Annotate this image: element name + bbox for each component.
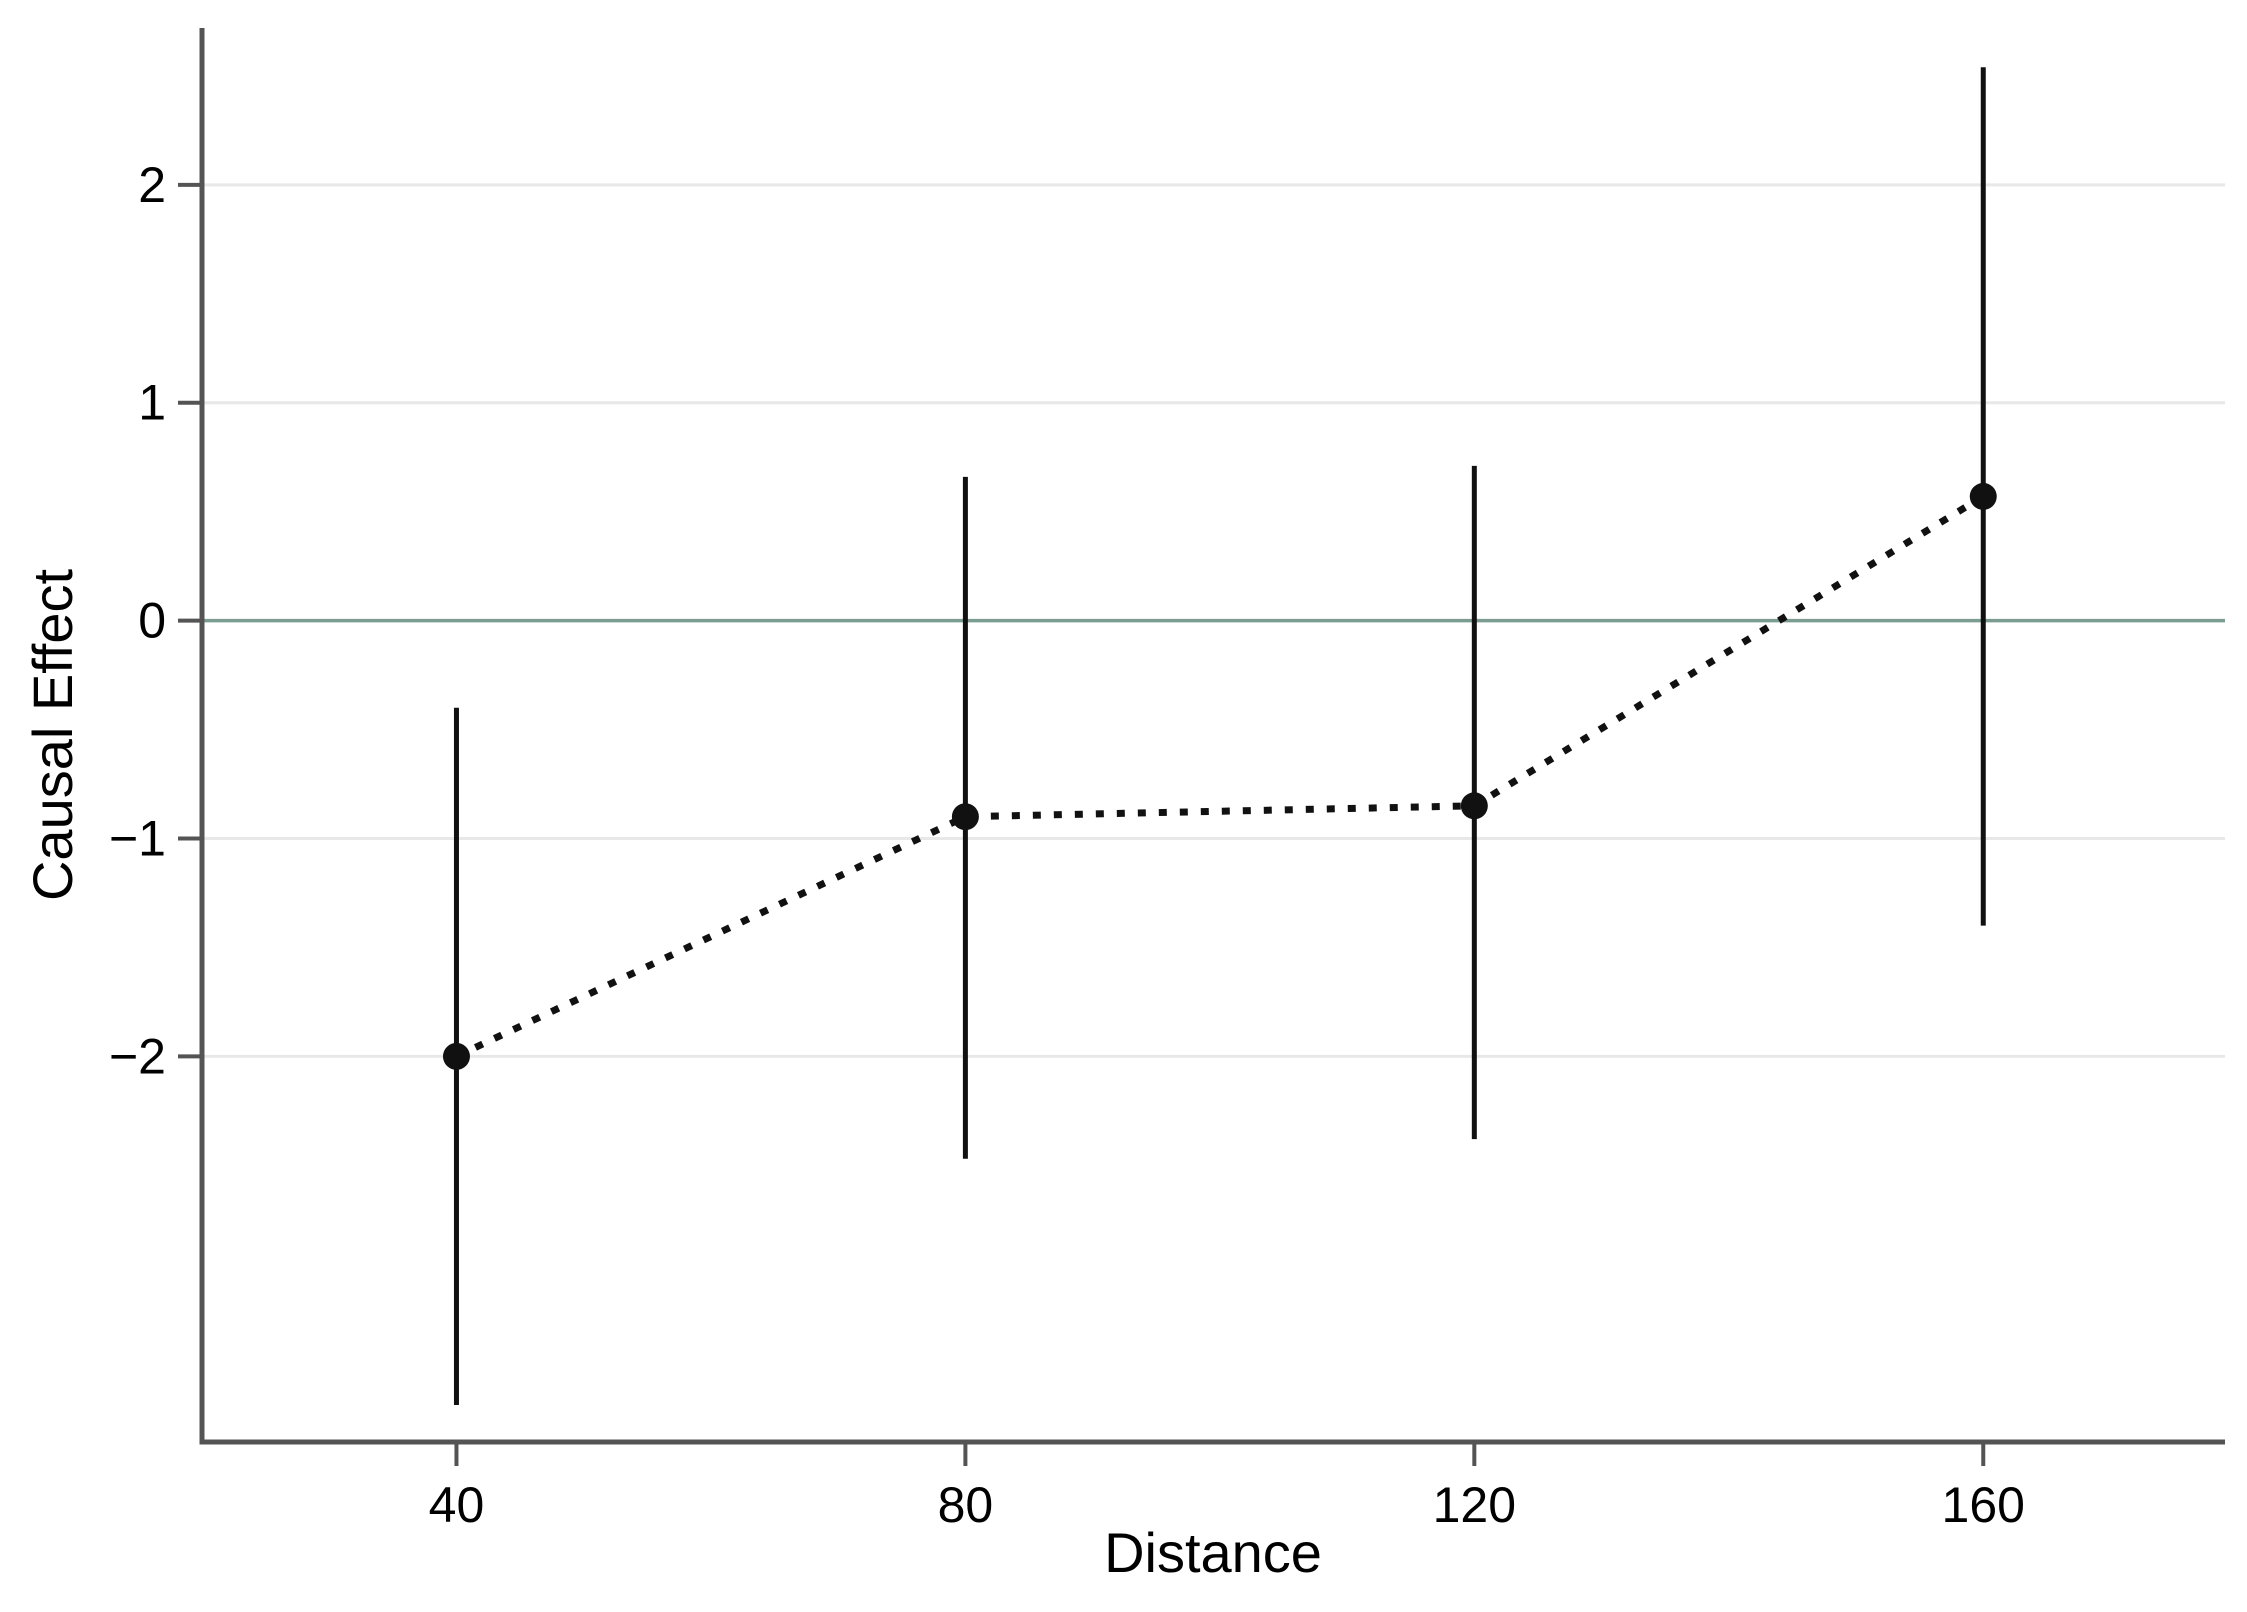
x-axis-title: Distance	[1104, 1521, 1322, 1584]
y-axis-title: Causal Effect	[21, 569, 84, 901]
y-tick-label: 1	[138, 375, 166, 431]
error-bars	[453, 67, 1986, 1405]
x-tick-label: 120	[1433, 1477, 1516, 1533]
x-tick-label: 160	[1942, 1477, 2025, 1533]
gridlines	[202, 183, 2225, 1058]
y-tick-label: −1	[109, 810, 166, 866]
tick-labels: 2 1 0 −1 −2 40 80 120 160	[109, 157, 2025, 1533]
data-point-marker-x-40	[442, 1042, 470, 1070]
tick-marks	[178, 182, 1986, 1466]
data-point-marker-x-160	[1969, 482, 1997, 510]
axes	[199, 28, 2225, 1445]
x-tick-label: 40	[429, 1477, 485, 1533]
x-tick-label: 80	[938, 1477, 994, 1533]
y-tick-label: 2	[138, 157, 166, 213]
estimate-dotted-line	[454, 493, 1986, 1060]
y-tick-label: −2	[109, 1028, 166, 1084]
data-markers	[442, 482, 1997, 1070]
series-connector	[454, 493, 1986, 1060]
data-point-marker-x-120	[1460, 792, 1488, 820]
data-point-marker-x-80	[951, 803, 979, 831]
y-tick-label: 0	[138, 593, 166, 649]
